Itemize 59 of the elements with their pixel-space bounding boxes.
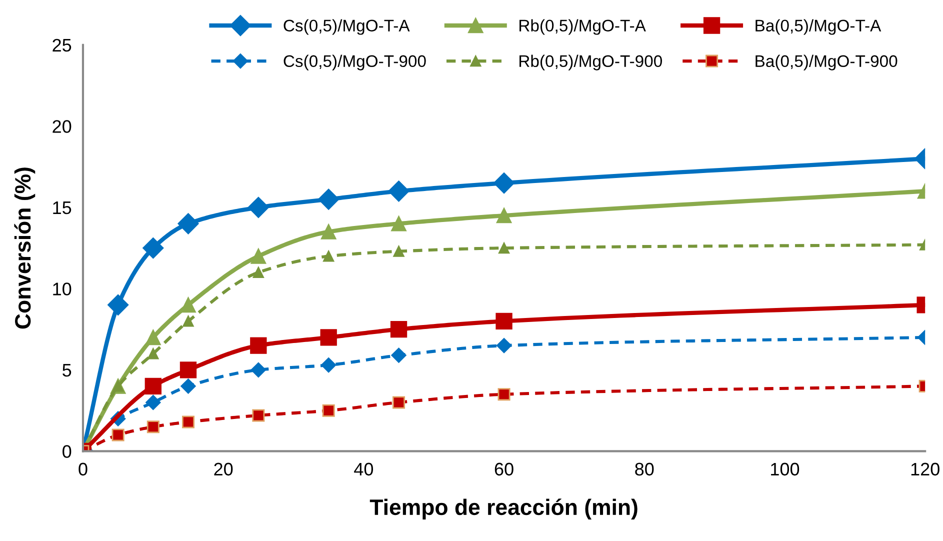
y-tick-label: 20 — [52, 120, 72, 133]
y-tick-label: 0 — [62, 445, 72, 458]
point — [320, 329, 337, 346]
x-tick-label: 20 — [214, 462, 233, 476]
point — [498, 388, 510, 401]
point — [146, 394, 161, 410]
point — [250, 248, 266, 264]
x-tick-label: 40 — [354, 462, 374, 476]
point — [252, 266, 264, 278]
point — [318, 188, 340, 210]
x-tick-label: 120 — [911, 462, 940, 476]
point — [180, 362, 197, 378]
point — [178, 213, 199, 234]
y-tick-label: 10 — [53, 282, 72, 296]
point — [496, 312, 512, 330]
point — [323, 250, 334, 262]
point — [142, 238, 164, 259]
point — [321, 357, 336, 373]
point — [496, 338, 512, 354]
point — [182, 316, 194, 327]
point — [112, 428, 124, 442]
point — [148, 348, 159, 360]
point — [496, 208, 512, 224]
point — [391, 348, 406, 363]
point — [388, 180, 410, 202]
point — [320, 224, 336, 240]
point — [144, 378, 162, 395]
legend-label: Cs(0,5)/MgO-T-A — [284, 19, 410, 35]
point — [390, 320, 408, 338]
point — [252, 409, 265, 422]
x-tick-label: 0 — [78, 462, 88, 476]
x-axis-title: Tiempo de reacción (min) — [370, 498, 638, 520]
point — [391, 216, 406, 232]
point — [392, 396, 406, 409]
legend-label: Rb(0,5)/MgO-T-A — [520, 19, 646, 35]
x-tick-label: 100 — [771, 462, 800, 476]
point — [494, 172, 515, 194]
point — [180, 297, 196, 313]
x-tick-label: 80 — [635, 462, 654, 476]
y-tick-label: 15 — [53, 202, 72, 214]
point — [146, 330, 161, 346]
y-axis-title: Conversión (%) — [14, 168, 36, 329]
point — [393, 246, 404, 257]
point — [182, 416, 194, 428]
point — [146, 420, 160, 434]
y-tick-label: 25 — [52, 38, 72, 52]
point — [322, 404, 335, 417]
point — [250, 337, 267, 354]
x-tick-label: 60 — [494, 462, 514, 476]
point — [180, 378, 196, 394]
point — [250, 362, 266, 378]
point — [108, 294, 129, 316]
legend-label: Ba(0,5)/MgO-T-A — [756, 19, 882, 35]
legend-label: Ba(0,5)/MgO-T-900 — [756, 54, 898, 70]
y-tick-label: 5 — [62, 364, 72, 377]
point — [498, 242, 510, 254]
legend-label: Cs(0,5)/MgO-T-900 — [284, 54, 426, 70]
legend-label: Rb(0,5)/MgO-T-900 — [520, 54, 662, 70]
point — [248, 196, 269, 218]
